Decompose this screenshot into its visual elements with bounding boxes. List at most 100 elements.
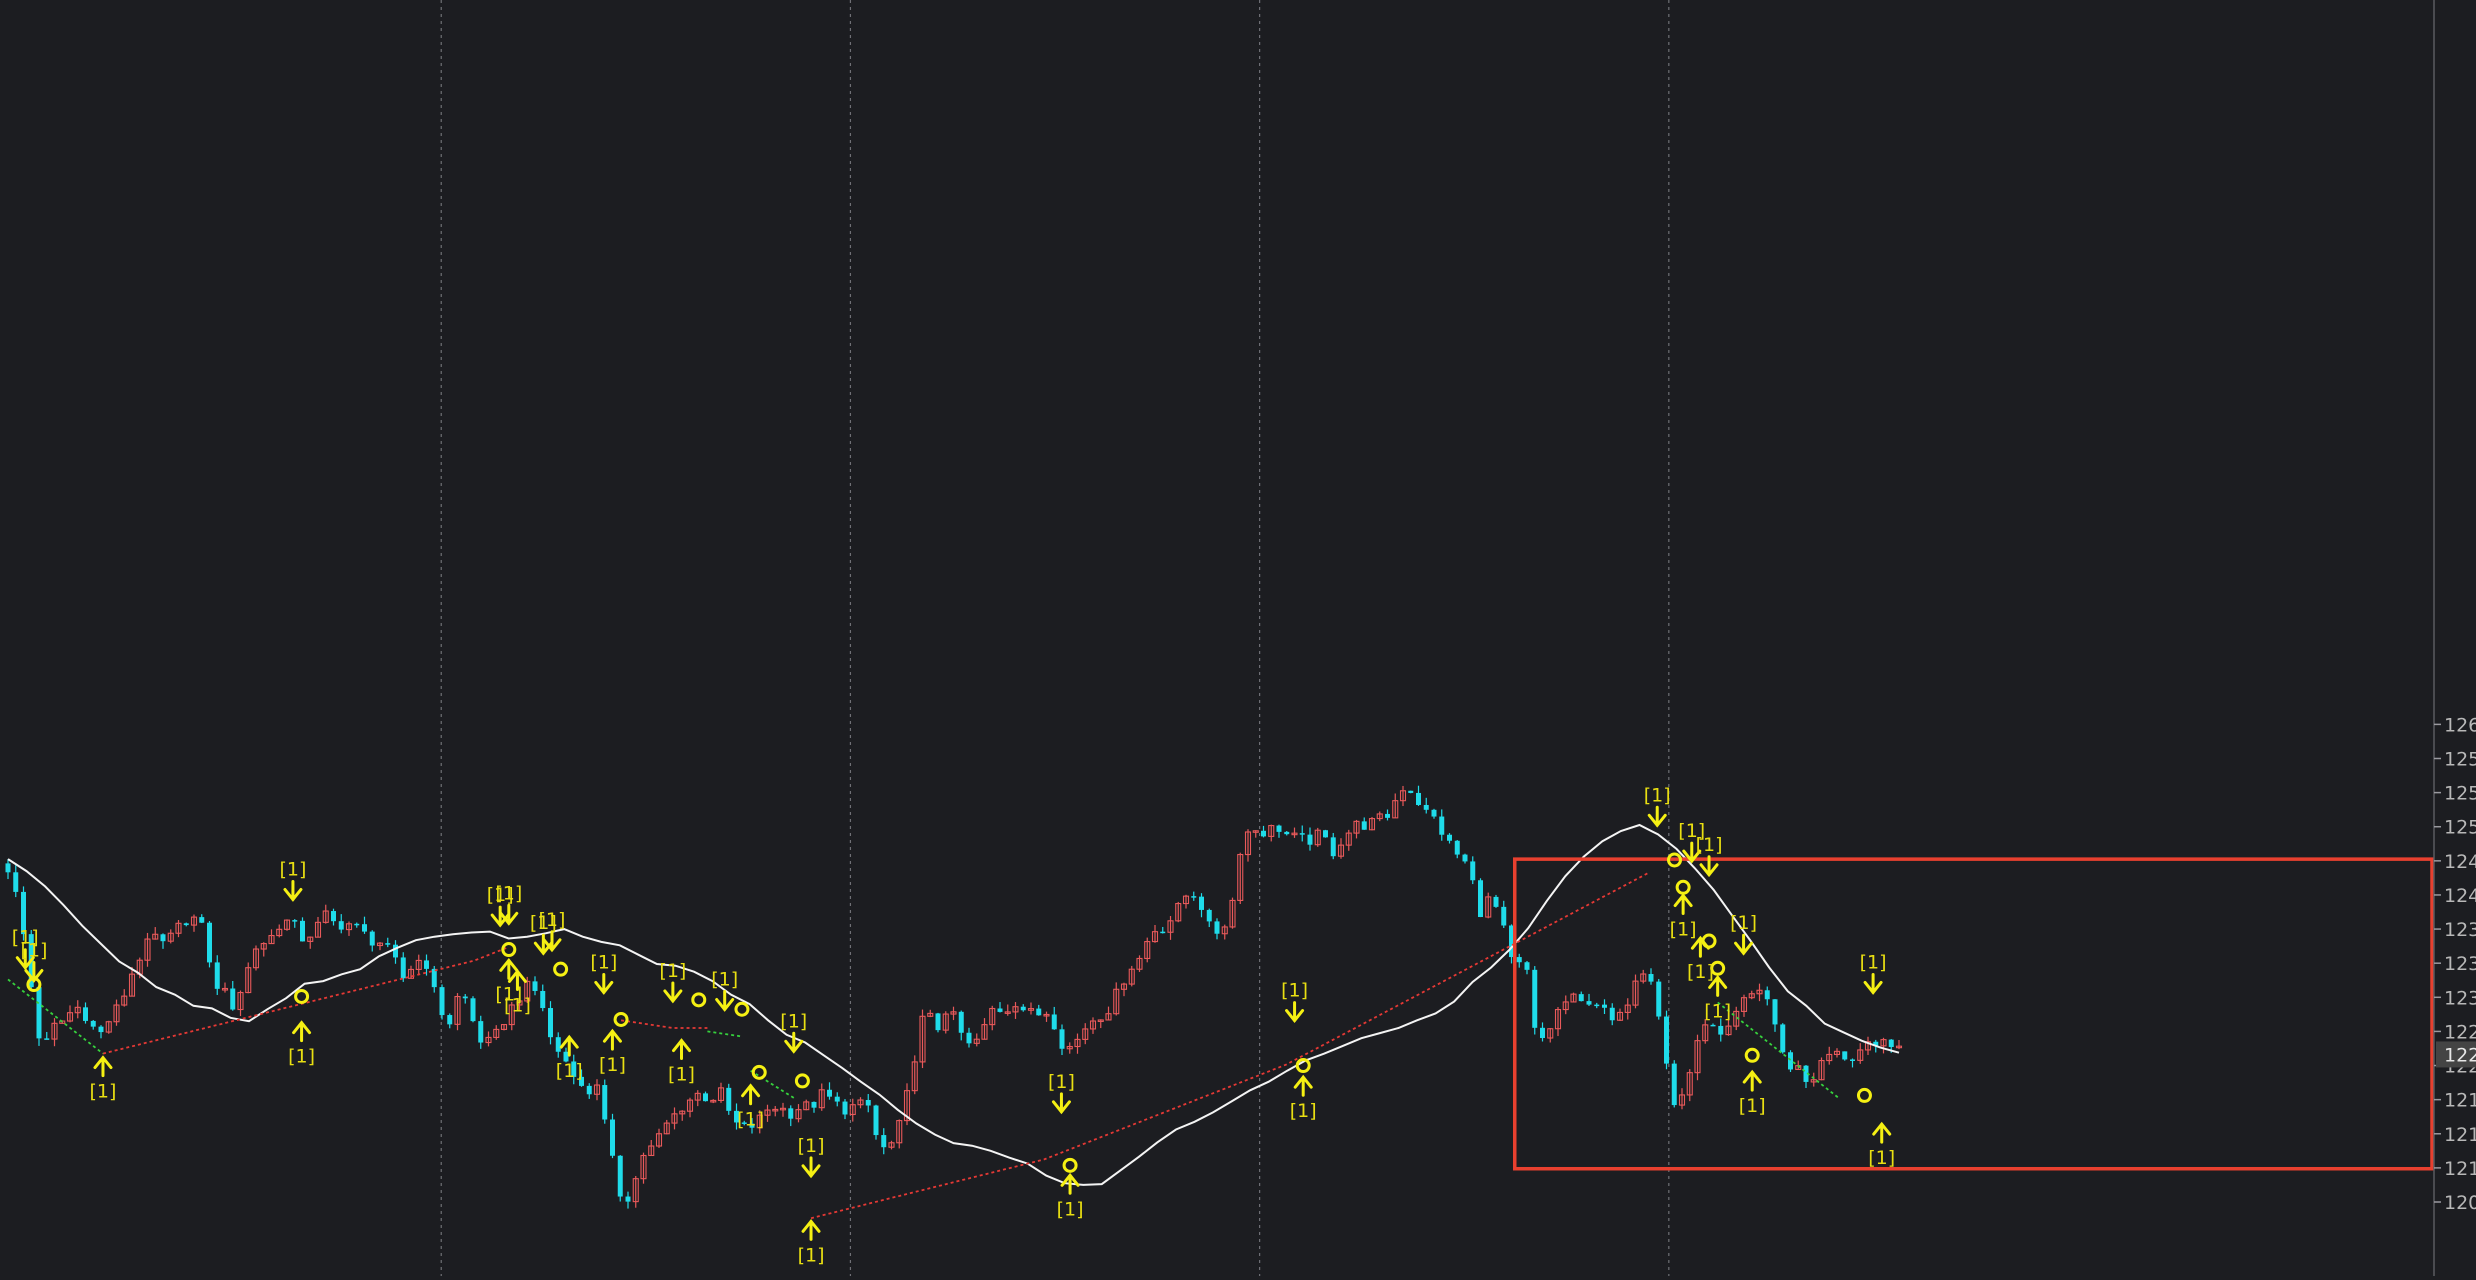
candle-body: [710, 1099, 717, 1103]
up-arrow-icon: [672, 1038, 692, 1061]
candle-body: [376, 942, 384, 947]
candle-body: [1864, 1041, 1872, 1051]
candle-body: [354, 923, 360, 926]
candle-body: [686, 1099, 694, 1112]
pivot-marker: [1]: [1696, 834, 1723, 878]
candle-body: [1826, 1053, 1833, 1062]
candle-body: [827, 1089, 832, 1097]
candle-body: [1105, 1013, 1112, 1021]
candle-body: [1616, 1011, 1624, 1021]
candle-body: [1066, 1045, 1073, 1050]
candle-body: [1337, 844, 1345, 857]
pivot-label: [1]: [711, 969, 738, 991]
pivot-label: [1]: [539, 909, 566, 931]
pivot-label: [1]: [1696, 834, 1723, 856]
candle-body: [1261, 830, 1266, 837]
candle-body: [36, 987, 42, 1039]
pivot-label: [1]: [1281, 980, 1308, 1002]
candle-body: [276, 928, 283, 937]
pivot-label: [1]: [1739, 1095, 1766, 1117]
candle-body: [1268, 825, 1275, 837]
candle-body: [1113, 988, 1120, 1015]
pivot-marker: [1]: [1048, 1071, 1075, 1115]
candle-body: [579, 1076, 584, 1086]
candle-body: [989, 1007, 996, 1026]
candle-body: [400, 957, 406, 979]
candle-body: [1578, 994, 1584, 1002]
candle-body: [1043, 1013, 1050, 1017]
candle-body: [1284, 831, 1290, 835]
candle-body: [1167, 920, 1174, 933]
up-arrow-icon: [292, 1020, 312, 1043]
pivot-label: [1]: [590, 951, 617, 973]
candle-body: [811, 1101, 817, 1108]
candle-body: [1416, 792, 1421, 805]
candle-body: [1447, 834, 1452, 841]
candle-body: [625, 1196, 631, 1202]
candle-body: [1454, 840, 1460, 855]
pivot-dot: [691, 992, 707, 1008]
pivot-label: [1]: [530, 912, 557, 934]
candle-body: [331, 911, 336, 922]
candle-body: [183, 923, 189, 926]
candle-body: [252, 948, 260, 969]
candle-body: [44, 1038, 50, 1040]
candle-body: [1493, 896, 1499, 907]
candle-body: [632, 1178, 639, 1203]
candle-body: [98, 1026, 104, 1033]
candle-body: [516, 1000, 523, 1006]
pivot-marker: [1]: [90, 1055, 116, 1103]
pivot-marker: [1]: [12, 927, 39, 971]
pivot-label: [1]: [599, 1054, 626, 1076]
candle-body: [1160, 931, 1166, 934]
candle-body: [671, 1113, 678, 1124]
candle-body: [734, 1110, 739, 1123]
candle-body: [640, 1154, 647, 1180]
candle-body: [221, 987, 229, 991]
candle-body: [1330, 837, 1336, 857]
candle-body: [548, 1008, 553, 1038]
candle-body: [981, 1024, 988, 1040]
candle-body: [5, 863, 11, 873]
candle-body: [703, 1093, 708, 1102]
pivot-dot: [1710, 960, 1726, 976]
candle-body: [950, 1011, 957, 1015]
candle-body: [1353, 820, 1360, 834]
candle-body: [322, 910, 329, 923]
candle-body: [1478, 880, 1483, 918]
candle-body: [1740, 997, 1748, 1012]
candle-body: [1120, 983, 1128, 990]
candle-body: [1097, 1019, 1104, 1023]
candle-body: [593, 1084, 601, 1095]
candle-body: [818, 1089, 825, 1109]
pivot-dot: [553, 961, 569, 977]
candle-body: [1857, 1049, 1864, 1061]
candle-body: [1485, 896, 1492, 918]
candle-body: [493, 1028, 500, 1038]
down-arrow-icon: [1285, 1001, 1305, 1024]
candle-body: [447, 1015, 453, 1025]
candle-body: [175, 922, 182, 934]
up-arrow-icon: [559, 1034, 579, 1057]
pivot-label: [1]: [1057, 1198, 1084, 1220]
candle-body: [532, 981, 538, 991]
candle-body: [749, 1123, 755, 1128]
pivot-marker: [1]: [1290, 1074, 1317, 1122]
down-arrow-icon: [784, 1031, 804, 1054]
price-axis[interactable]: 1207121112151219122312271231123512391243…: [2433, 0, 2476, 1276]
pivot-label: [1]: [798, 1135, 825, 1157]
price-axis-tick-label: 1227: [2444, 1021, 2476, 1043]
up-arrow-icon: [1293, 1074, 1313, 1097]
candle-body: [888, 1142, 895, 1148]
candle-body: [1439, 816, 1445, 835]
candle-body: [1880, 1039, 1887, 1047]
pivot-marker: [1]: [1281, 980, 1308, 1024]
price-axis-tick-label: 1207: [2444, 1192, 2476, 1214]
pivot-dot: [613, 1011, 629, 1027]
candle-body: [1850, 1059, 1855, 1061]
candle-body: [283, 919, 291, 930]
down-arrow-icon: [499, 903, 519, 926]
pivot-marker: [1]: [1670, 893, 1697, 941]
